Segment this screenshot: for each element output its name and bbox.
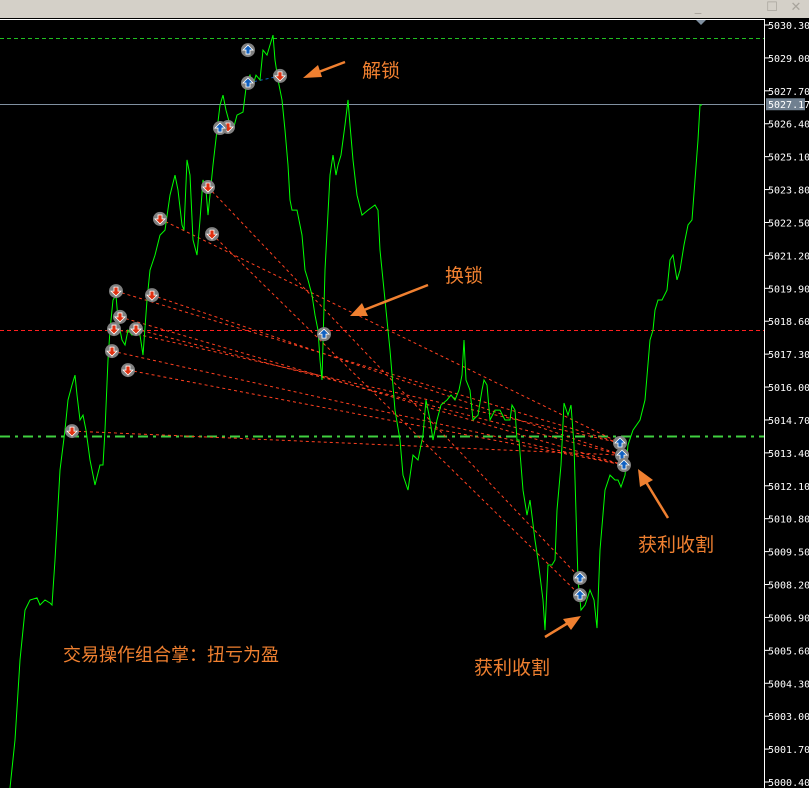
arrow-head-icon: [350, 303, 368, 316]
up-arrow-icon: [574, 589, 586, 600]
sell-trade-marker: [65, 424, 79, 439]
y-tick-label: 5004.30: [768, 679, 809, 690]
sell-trade-marker: [107, 322, 121, 337]
buy-trade-marker: [613, 435, 627, 450]
sell-trade-marker: [273, 68, 287, 83]
y-tick-label: 5003.00: [768, 712, 809, 723]
arrow-head-icon: [563, 616, 581, 630]
take-profit-right-annotation: 获利收割: [638, 469, 714, 556]
price-line-series: [9, 34, 702, 788]
trade-link-line: [71, 430, 623, 456]
sell-trade-marker: [205, 227, 219, 242]
arrow-shaft: [544, 621, 569, 639]
down-arrow-icon: [114, 312, 126, 323]
y-tick-label: 5001.70: [768, 745, 809, 756]
down-arrow-icon: [130, 324, 142, 335]
buy-trade-marker: [617, 458, 631, 473]
down-arrow-icon: [108, 324, 120, 335]
trade-link-line: [211, 233, 581, 596]
price-axis: 5030.30 5029.00 5027.70 5026.40 5025.10 5023.…: [765, 21, 809, 788]
close-button[interactable]: ✕: [790, 0, 802, 15]
arrow-shaft: [644, 481, 670, 519]
y-tick-label: 5000.40: [768, 778, 809, 788]
trade-link-line: [159, 218, 621, 444]
trade-link-line: [115, 290, 621, 444]
buy-trade-marker: [317, 327, 331, 342]
current-price-tag: 5027.17: [766, 98, 809, 111]
maximize-button[interactable]: ☐: [766, 0, 778, 15]
buy-trade-marker: [573, 588, 587, 603]
y-tick-label: 5019.90: [768, 284, 809, 295]
up-arrow-icon: [614, 437, 626, 448]
trade-link-line: [207, 186, 581, 579]
down-arrow-icon: [154, 214, 166, 225]
y-tick-label: 5026.40: [768, 120, 809, 131]
switch-lock-annotation: 换锁: [350, 265, 483, 316]
down-arrow-icon: [274, 71, 286, 82]
current-price-label: 5027.17: [768, 100, 809, 111]
buy-trade-marker: [213, 121, 227, 136]
up-arrow-icon: [242, 44, 254, 55]
sell-trade-marker: [121, 363, 135, 378]
arrow-head-icon: [303, 65, 322, 78]
down-arrow-icon: [206, 229, 218, 240]
sell-trade-marker: [105, 344, 119, 359]
y-tick-label: 5023.80: [768, 186, 809, 197]
up-arrow-icon: [574, 572, 586, 583]
y-tick-label: 5027.70: [768, 87, 809, 98]
up-arrow-icon: [242, 77, 254, 88]
y-tick-label: 5013.40: [768, 449, 809, 460]
down-arrow-icon: [202, 182, 214, 193]
take-profit-right-label: 获利收割: [638, 534, 714, 556]
y-tick-label: 5009.50: [768, 548, 809, 559]
down-arrow-icon: [106, 346, 118, 357]
sell-trade-marker: [113, 309, 127, 324]
y-tick-label: 5006.90: [768, 613, 809, 624]
sell-trade-marker: [153, 211, 167, 226]
y-tick-label: 5021.20: [768, 251, 809, 262]
window-title-bar: _ ☐ ✕: [0, 0, 809, 18]
y-tick-label: 5014.70: [768, 416, 809, 427]
y-tick-label: 5025.10: [768, 153, 809, 164]
y-tick-label: 5029.00: [768, 54, 809, 65]
y-tick-label: 5017.30: [768, 350, 809, 361]
down-arrow-icon: [110, 286, 122, 297]
buy-trade-marker: [241, 75, 255, 90]
y-tick-label: 5012.10: [768, 482, 809, 493]
take-profit-bottom-label: 获利收割: [474, 657, 550, 679]
down-arrow-icon: [66, 426, 78, 437]
arrow-head-icon: [638, 469, 653, 487]
take-profit-bottom-annotation: 获利收割: [474, 616, 581, 679]
unlock-label: 解锁: [362, 60, 400, 82]
chart-shift-marker-icon[interactable]: [696, 20, 706, 25]
arrow-shaft: [315, 60, 346, 75]
sell-trade-marker: [145, 288, 159, 303]
trade-link-line: [127, 369, 625, 466]
buy-trade-marker: [573, 570, 587, 585]
down-arrow-icon: [122, 365, 134, 376]
buy-trade-marker: [241, 43, 255, 58]
up-arrow-icon: [214, 122, 226, 133]
sell-trade-marker: [109, 284, 123, 299]
up-arrow-icon: [318, 328, 330, 339]
switch-lock-label: 换锁: [445, 265, 483, 287]
arrow-shaft: [363, 283, 429, 312]
y-tick-label: 5018.60: [768, 317, 809, 328]
y-tick-label: 5010.80: [768, 515, 809, 526]
y-tick-label: 5022.50: [768, 218, 809, 229]
y-tick-label: 5016.00: [768, 383, 809, 394]
minimize-button[interactable]: _: [694, 0, 702, 15]
y-tick-label: 5008.20: [768, 581, 809, 592]
down-arrow-icon: [146, 290, 158, 301]
caption-text: 交易操作组合掌：扭亏为盈: [63, 645, 279, 666]
unlock-annotation: 解锁: [303, 60, 400, 82]
sell-trade-marker: [201, 180, 215, 195]
y-tick-label: 5030.30: [768, 21, 809, 32]
sell-trade-marker: [129, 322, 143, 337]
y-tick-label: 5005.60: [768, 646, 809, 657]
up-arrow-icon: [618, 459, 630, 470]
